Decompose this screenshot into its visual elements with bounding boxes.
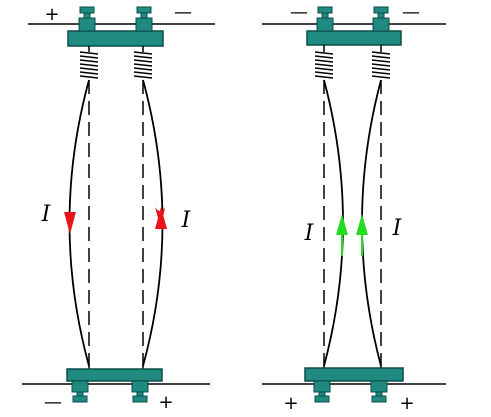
bottom-terminal-left	[71, 380, 89, 403]
bottom-terminal-right-2	[370, 380, 388, 403]
top-right-panel-sign-1: —	[290, 2, 308, 23]
current-label-right-1: I	[304, 221, 315, 246]
current-label-left-1: I	[41, 202, 52, 227]
current-arrow-up-icon	[356, 214, 368, 256]
top-bar-right	[306, 30, 402, 46]
spring-left-2	[133, 51, 153, 79]
top-terminal-right-1	[316, 6, 334, 32]
bottom-bar-right	[304, 367, 404, 382]
right-panel: — — I I	[262, 2, 446, 414]
top-right-panel-sign-2: —	[402, 2, 420, 23]
bottom-right-panel-sign-1: +	[283, 393, 298, 414]
bottom-terminal-right	[131, 380, 149, 403]
current-arrow-down-icon	[64, 212, 76, 234]
top-terminal-left	[78, 6, 96, 32]
wire-right-2	[361, 79, 382, 367]
top-left-terminal-sign: +	[44, 4, 59, 25]
current-label-right-2: I	[392, 216, 403, 241]
bottom-terminal-right-1	[313, 380, 331, 403]
top-right-terminal-sign: —	[174, 2, 192, 23]
bottom-bar-left	[66, 368, 163, 382]
spring-right-2	[371, 51, 391, 79]
current-arrow-up-icon	[336, 214, 348, 256]
spring-left-1	[79, 51, 99, 79]
current-label-left-2: I	[181, 208, 192, 233]
top-terminal-right	[135, 6, 153, 32]
bottom-left-terminal-sign: —	[44, 392, 62, 413]
bottom-right-terminal-sign: +	[158, 392, 173, 413]
top-terminal-right-2	[372, 6, 390, 32]
bottom-right-panel-sign-2: +	[399, 393, 414, 414]
top-bar-left	[67, 30, 164, 47]
spring-right-1	[314, 51, 334, 79]
left-panel: + — I I	[22, 2, 215, 413]
